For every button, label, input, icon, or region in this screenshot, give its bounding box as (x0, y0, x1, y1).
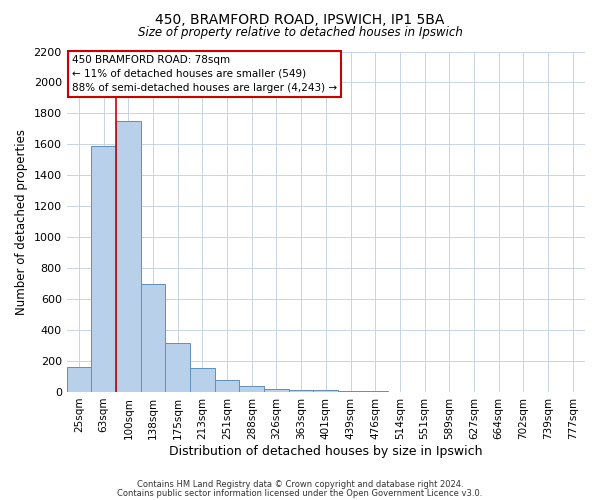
Bar (166, 343, 190, 392)
Text: Contains HM Land Registry data © Crown copyright and database right 2024.: Contains HM Land Registry data © Crown c… (137, 480, 463, 489)
Text: Contains public sector information licensed under the Open Government Licence v3: Contains public sector information licen… (118, 488, 482, 498)
Bar (338, 390, 363, 392)
Text: 450, BRAMFORD ROAD, IPSWICH, IP1 5BA: 450, BRAMFORD ROAD, IPSWICH, IP1 5BA (155, 12, 445, 26)
X-axis label: Distribution of detached houses by size in Ipswich: Distribution of detached houses by size … (169, 444, 482, 458)
Bar (215, 380, 239, 392)
Bar (264, 389, 289, 392)
Bar (141, 284, 166, 392)
Bar (116, 121, 141, 392)
Bar (190, 368, 215, 392)
Bar (289, 390, 313, 392)
Bar (239, 386, 264, 392)
Bar (67, 367, 91, 392)
Bar (363, 391, 388, 392)
Text: 450 BRAMFORD ROAD: 78sqm
← 11% of detached houses are smaller (549)
88% of semi-: 450 BRAMFORD ROAD: 78sqm ← 11% of detach… (72, 55, 337, 93)
Bar (91, 146, 116, 392)
Bar (313, 390, 338, 392)
Text: Size of property relative to detached houses in Ipswich: Size of property relative to detached ho… (137, 26, 463, 39)
Y-axis label: Number of detached properties: Number of detached properties (15, 128, 28, 314)
